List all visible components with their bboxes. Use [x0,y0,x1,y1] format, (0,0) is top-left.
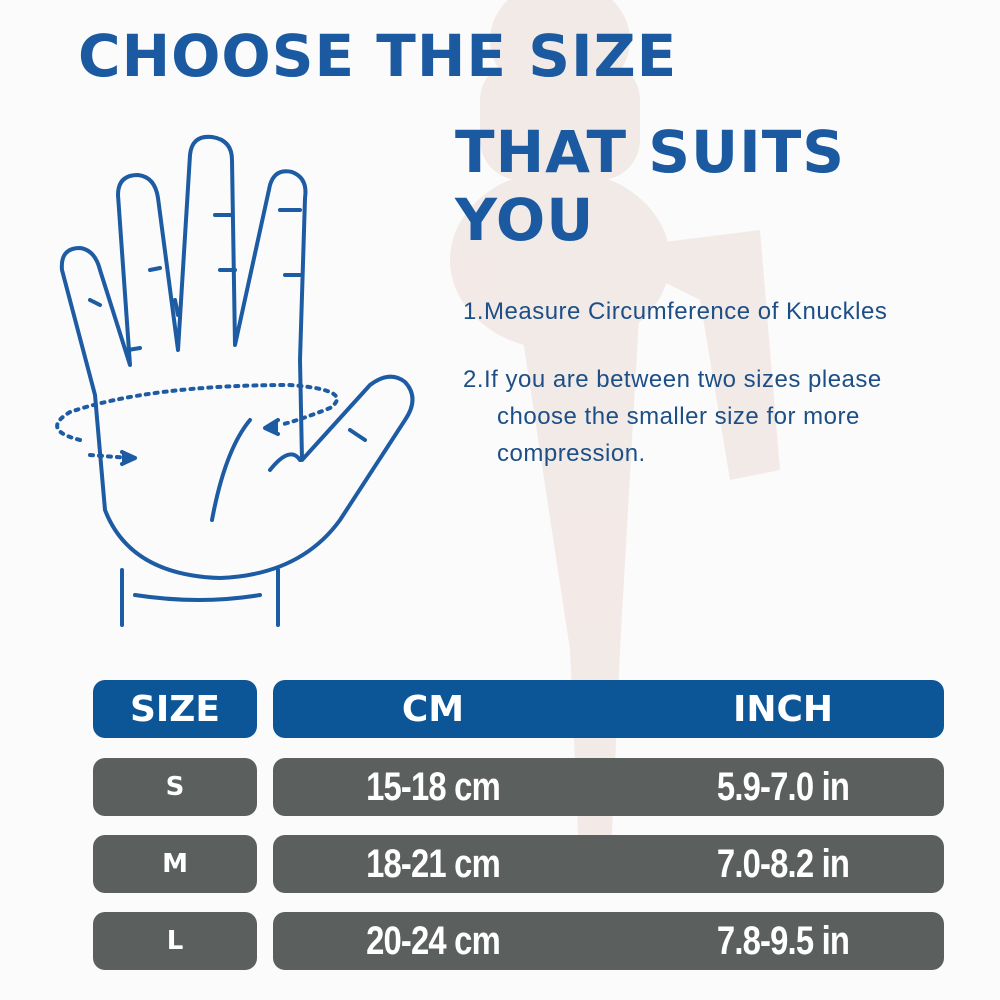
instruction-2-line-1: If you are between two sizes please [484,366,882,393]
table-row: 15-18 cm 5.9-7.0 in [273,758,944,816]
instruction-2: 2.If you are between two sizes please ch… [463,361,882,472]
instruction-1-number: 1. [463,298,485,325]
cm-value: 18-21 cm [366,841,501,886]
table-row-size: L [93,912,257,970]
instruction-2-number: 2. [463,366,485,393]
inch-value: 7.8-9.5 in [716,918,850,963]
table-row: 20-24 cm 7.8-9.5 in [273,912,944,970]
table-row: 18-21 cm 7.0-8.2 in [273,835,944,893]
title-line-1: CHOOSE THE SIZE [78,22,678,90]
cm-value: 15-18 cm [366,764,501,809]
instruction-1: 1.Measure Circumference of Knuckles [463,293,887,330]
size-label: L [166,926,184,956]
header-inch: INCH [732,688,834,730]
inch-value: 7.0-8.2 in [716,841,850,886]
instruction-2-line-2: choose the smaller size for more [497,403,860,430]
hand-measurement-icon [55,134,415,627]
header-cm: CM [401,688,465,730]
table-row-size: M [93,835,257,893]
instruction-1-text: Measure Circumference of Knuckles [484,298,888,325]
title-line-2: THAT SUITS YOU [455,118,846,254]
header-size: SIZE [93,680,257,738]
table-row-size: S [93,758,257,816]
inch-value: 5.9-7.0 in [716,764,850,809]
cm-value: 20-24 cm [366,918,501,963]
header-values: CM INCH [273,680,944,738]
size-label: S [165,772,185,802]
instruction-2-line-3: compression. [497,440,646,467]
size-label: M [162,849,188,879]
